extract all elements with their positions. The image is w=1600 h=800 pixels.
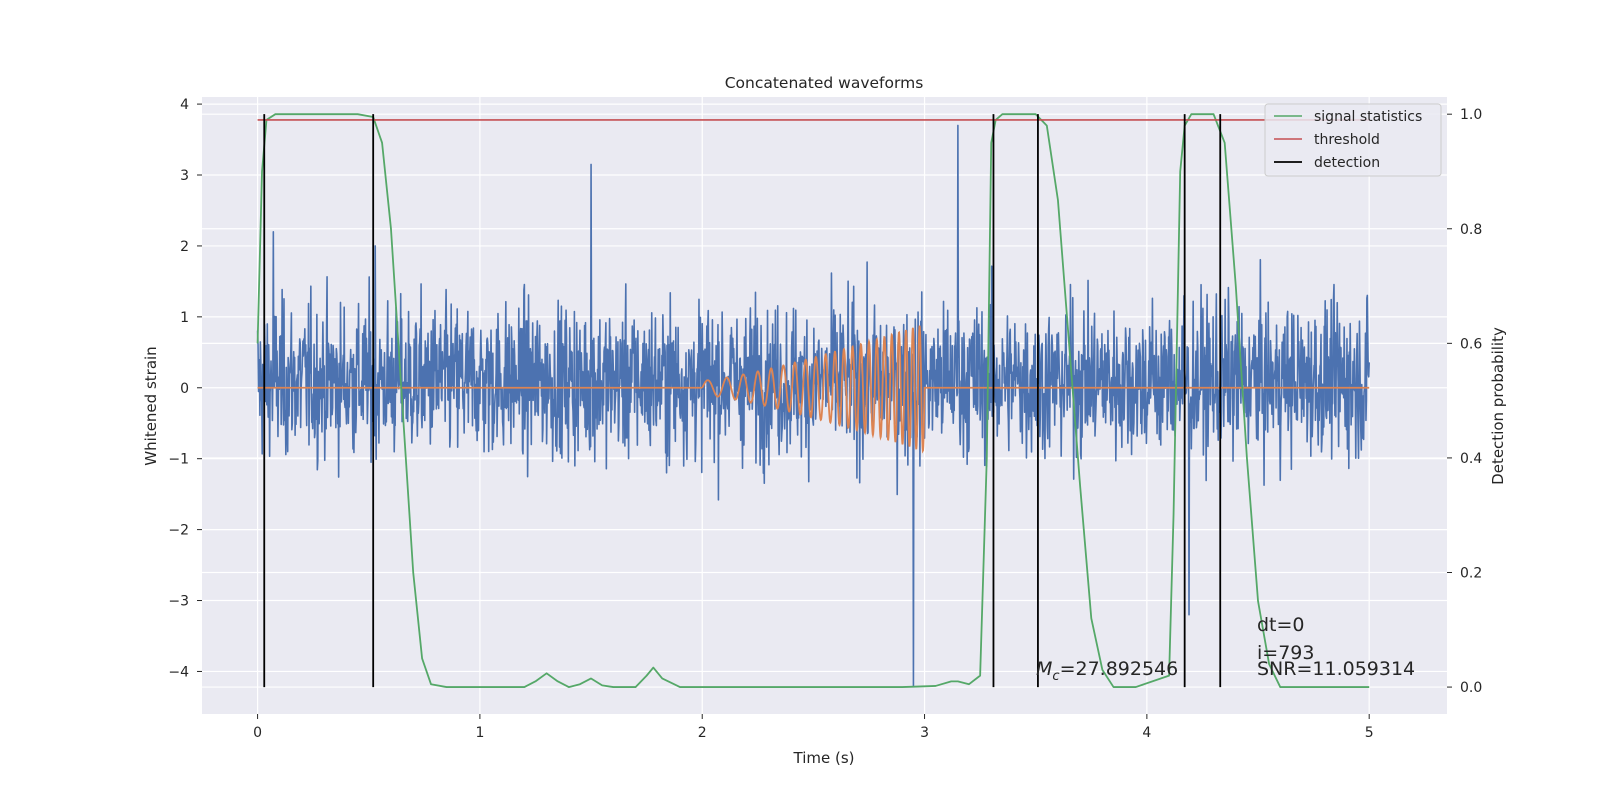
x-tick-label-1: 1 xyxy=(475,725,484,741)
y-ticks-right: 1.0 0.8 0.6 0.4 0.2 0.0 xyxy=(1447,107,1482,696)
annotation-i: i=793 xyxy=(1257,642,1314,664)
x-tick-label-0: 0 xyxy=(253,725,262,741)
detection-lines xyxy=(263,114,1222,688)
y-right-tick-label-3: 0.4 xyxy=(1460,451,1482,467)
y-right-tick-label-2: 0.6 xyxy=(1460,336,1482,352)
signal-statistics-line xyxy=(256,113,1370,688)
x-tick-label-2: 2 xyxy=(698,725,707,741)
y-tick-label-1: 3 xyxy=(180,168,189,184)
y-ticks: 4 3 2 1 0 −1 −2 −3 −4 xyxy=(168,97,202,680)
x-axis-label: Time (s) xyxy=(793,749,855,767)
legend: signal statistics threshold detection xyxy=(1264,103,1442,177)
y-right-tick-label-5: 0.0 xyxy=(1460,680,1482,696)
annotation-mc-symbol: M xyxy=(1036,658,1052,680)
signal-statistics-series xyxy=(256,113,1370,688)
legend-label-threshold: threshold xyxy=(1314,132,1380,148)
template-series xyxy=(257,325,1370,454)
y-tick-label-3: 1 xyxy=(180,310,189,326)
x-tick-label-3: 3 xyxy=(920,725,929,741)
y-axis-label: Whitened strain xyxy=(142,346,160,465)
y-right-tick-label-0: 1.0 xyxy=(1460,107,1482,123)
y-tick-label-5: −1 xyxy=(168,452,189,468)
annotation-snr: SNR=11.059314 xyxy=(1257,658,1415,680)
y-tick-label-7: −3 xyxy=(168,594,189,610)
template-line xyxy=(257,325,1370,454)
x-tick-label-4: 4 xyxy=(1142,725,1151,741)
annotation-mc-value: =27.892546 xyxy=(1060,658,1179,680)
legend-box xyxy=(1264,103,1442,177)
y-right-tick-label-1: 0.8 xyxy=(1460,222,1482,238)
y-tick-label-4: 0 xyxy=(180,381,189,397)
legend-label-signal: signal statistics xyxy=(1314,109,1422,125)
plot-background xyxy=(202,97,1447,714)
y-tick-label-6: −2 xyxy=(168,523,189,539)
x-ticks: 0 1 2 3 4 5 xyxy=(253,714,1374,741)
y-tick-label-0: 4 xyxy=(180,97,189,113)
x-tick-label-5: 5 xyxy=(1365,725,1374,741)
y-tick-label-8: −4 xyxy=(168,664,189,680)
y-tick-label-2: 2 xyxy=(180,239,189,255)
legend-label-detection: detection xyxy=(1314,155,1380,171)
chart-title: Concatenated waveforms xyxy=(725,74,924,92)
y-axis-label-right: Detection probability xyxy=(1489,327,1507,485)
annotation-mc-subscript: c xyxy=(1052,669,1059,684)
annotation-dt: dt=0 xyxy=(1257,614,1305,636)
annotation-chirp-mass: Mc=27.892546 xyxy=(1036,658,1178,684)
y-right-tick-label-4: 0.2 xyxy=(1460,565,1482,581)
